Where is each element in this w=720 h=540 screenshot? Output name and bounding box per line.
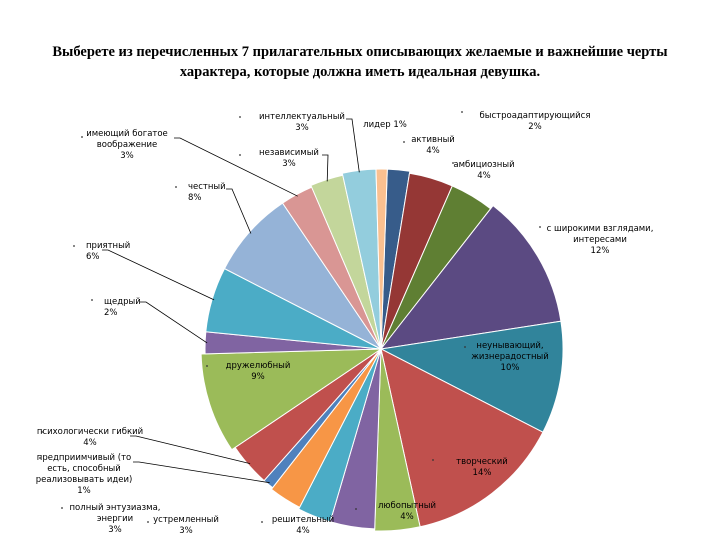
slice-label: независимый 3%	[259, 148, 319, 169]
leader-line	[174, 137, 298, 197]
pie-slice	[223, 202, 382, 350]
label-marker	[39, 457, 41, 459]
slice-label: быстроадаптирующийся 2%	[480, 111, 591, 132]
slice-label: полный энтузиазма, энергии 3%	[70, 503, 161, 535]
label-marker	[206, 365, 208, 367]
slice-label: амбициозный 4%	[453, 160, 514, 181]
label-marker	[432, 459, 434, 461]
pie-slice	[270, 348, 382, 508]
label-marker	[147, 521, 149, 523]
slice-label: любопытный 4%	[378, 501, 436, 522]
label-marker	[261, 521, 263, 523]
pie-slice	[374, 348, 421, 532]
label-marker	[403, 141, 405, 143]
label-marker	[61, 507, 63, 509]
pie-slice	[379, 320, 564, 433]
slice-label: психологически гибкий 4%	[37, 427, 143, 448]
label-marker	[464, 346, 466, 348]
slice-label: дружелюбный 9%	[226, 361, 291, 382]
leader-lines	[102, 118, 360, 484]
leader-line	[133, 461, 270, 484]
pie-slice	[380, 348, 544, 528]
slice-label: честный 8%	[188, 182, 226, 203]
chart-title: Выберете из перечисленных 7 прилагательн…	[0, 42, 720, 82]
slice-labels: быстроадаптирующийся 2% активный 4% амбициоз…	[36, 111, 654, 536]
slice-label: с широкими взглядами, интересами 12%	[547, 224, 654, 256]
slice-label: творческий 14%	[456, 457, 508, 478]
label-marker	[355, 508, 357, 510]
label-marker	[175, 186, 177, 188]
label-marker	[461, 111, 463, 113]
leader-line	[346, 118, 360, 173]
leader-line	[322, 154, 329, 182]
label-marker	[539, 226, 541, 228]
leader-line	[226, 188, 252, 234]
slice-label: щедрый 2%	[104, 297, 141, 318]
label-marker	[239, 154, 241, 156]
slice-label: имеющий богатое воображение 3%	[86, 129, 168, 161]
leader-line	[102, 249, 215, 301]
slice-label: устремленный 3%	[153, 515, 219, 536]
slice-label: интеллектуальный 3%	[259, 112, 345, 133]
slice-label: предприимчивый (то есть, способный реализо…	[36, 453, 133, 496]
slice-label: решительный 4%	[272, 515, 334, 536]
pie-slice	[298, 348, 382, 523]
label-marker	[81, 136, 83, 138]
pie-slice	[379, 204, 562, 350]
slice-label: приятный 6%	[86, 241, 130, 262]
pie-slices	[200, 168, 564, 532]
label-marker	[91, 299, 93, 301]
label-marker	[73, 245, 75, 247]
label-marker	[452, 162, 454, 164]
slice-label: активный 4%	[411, 135, 455, 156]
slice-label: неунывающий, жизнерадостный 10%	[471, 341, 549, 373]
chart-title-line-2: характера, которые должна иметь идеальна…	[179, 64, 541, 80]
pie-slice	[375, 168, 388, 350]
label-marker	[41, 431, 43, 433]
label-marker	[239, 116, 241, 118]
leader-line	[130, 435, 251, 464]
leader-line	[140, 301, 208, 344]
chart-title-line-1: Выберете из перечисленных 7 прилагательн…	[52, 44, 668, 60]
pie-slice	[200, 348, 383, 451]
slice-label: лидер 1%	[363, 120, 407, 130]
